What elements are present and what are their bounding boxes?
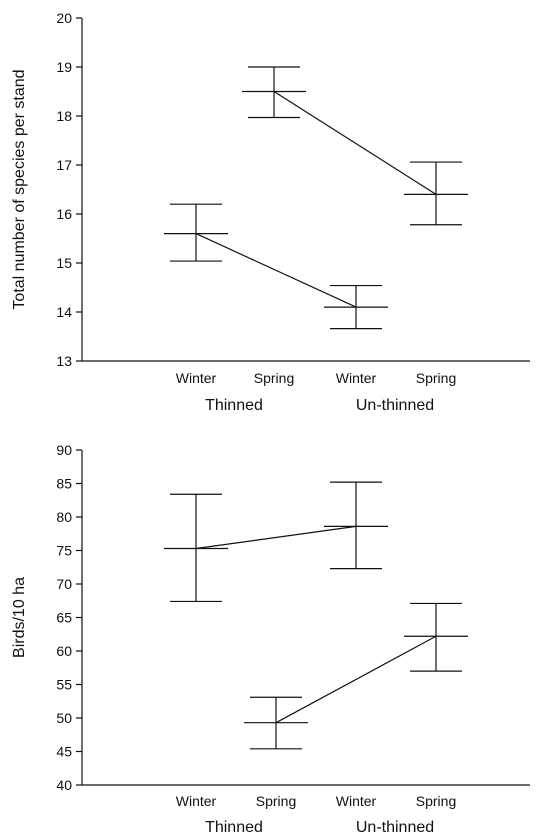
- y-axis-title: Total number of species per stand: [11, 69, 28, 309]
- x-group-label: Un-thinned: [356, 819, 434, 836]
- series-line: [273, 90, 437, 195]
- y-tick-label: 70: [56, 576, 72, 592]
- y-tick-label: 20: [56, 10, 72, 26]
- y-tick-label: 50: [56, 710, 72, 726]
- y-tick-label: 18: [56, 108, 72, 124]
- x-group-label: Thinned: [205, 819, 263, 836]
- bottom-chart-panel: 40 45 50 55 60 65 70 75 80 85 90 Birds/10 ha Winter S…: [11, 442, 530, 836]
- x-category-label: Winter: [176, 793, 217, 809]
- x-group-label: Thinned: [205, 397, 263, 414]
- y-tick-label: 60: [56, 643, 72, 659]
- y-tick-label: 55: [56, 677, 72, 693]
- x-category-label: Winter: [336, 793, 377, 809]
- series-line: [195, 525, 357, 550]
- top-chart-panel: 13 14 15 16 17 18 19 20 Total number of species …: [11, 10, 530, 414]
- y-tick-label: 16: [56, 206, 72, 222]
- y-tick-label: 15: [56, 255, 72, 271]
- x-category-label: Spring: [256, 793, 296, 809]
- x-category-label: Spring: [416, 370, 456, 386]
- y-tick-label: 13: [56, 353, 72, 369]
- y-tick-label: 80: [56, 509, 72, 525]
- y-tick-label: 40: [56, 777, 72, 793]
- series-line: [275, 635, 437, 724]
- x-category-label: Spring: [254, 370, 294, 386]
- y-tick-label: 85: [56, 476, 72, 492]
- x-category-label: Spring: [416, 793, 456, 809]
- y-axis-title: Birds/10 ha: [11, 577, 28, 658]
- x-category-label: Winter: [336, 370, 377, 386]
- y-tick-label: 17: [56, 157, 72, 173]
- y-tick-label: 65: [56, 610, 72, 626]
- y-tick-label: 19: [56, 59, 72, 75]
- x-category-label: Winter: [176, 370, 217, 386]
- series-line: [195, 233, 357, 308]
- y-tick-label: 14: [56, 304, 72, 320]
- y-tick-label: 90: [56, 442, 72, 458]
- y-tick-label: 45: [56, 744, 72, 760]
- x-group-label: Un-thinned: [356, 397, 434, 414]
- y-tick-label: 75: [56, 543, 72, 559]
